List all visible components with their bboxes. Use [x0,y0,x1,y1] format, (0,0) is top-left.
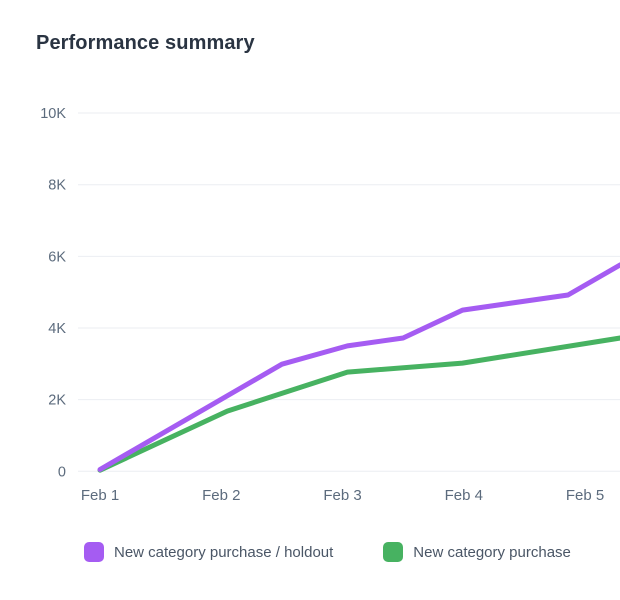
y-tick-label: 6K [48,249,66,265]
chart-series-lines [97,262,620,473]
series-line [97,335,620,473]
legend-swatch-purchase [383,542,404,562]
x-tick-label: Feb 2 [202,487,240,504]
y-axis-tick-labels: 0 2K 4K 6K 8K 10K [40,106,66,480]
y-tick-label: 0 [58,464,66,480]
legend-swatch-holdout [84,542,104,562]
legend-item-holdout[interactable]: New category purchase / holdout [84,542,333,562]
performance-line-chart: 0 2K 4K 6K 8K 10K Feb 1 Feb 2 Feb 3 Feb 4 Feb 5 [40,106,620,504]
x-tick-label: Feb 5 [566,487,604,504]
y-tick-label: 10K [40,106,66,122]
x-axis-tick-labels: Feb 1 Feb 2 Feb 3 Feb 4 Feb 5 [81,487,604,504]
x-tick-label: Feb 1 [81,487,119,504]
legend-label-purchase: New category purchase [413,543,571,561]
chart-gridlines [78,112,620,472]
y-tick-label: 2K [48,393,66,409]
x-tick-label: Feb 3 [323,487,361,504]
chart-legend: New category purchase / holdout New cate… [84,540,620,564]
series-line [97,262,620,472]
chart-title: Performance summary [36,32,255,54]
y-tick-label: 8K [48,178,66,194]
legend-item-purchase[interactable]: New category purchase [383,542,571,562]
legend-label-holdout: New category purchase / holdout [114,543,334,561]
y-tick-label: 4K [48,321,66,337]
x-tick-label: Feb 4 [445,487,483,504]
